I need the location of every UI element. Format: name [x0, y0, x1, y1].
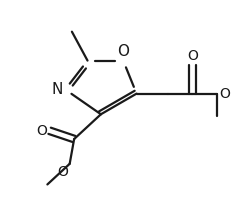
Text: O: O	[37, 124, 47, 138]
Text: N: N	[52, 82, 63, 97]
Text: O: O	[117, 43, 129, 59]
Text: O: O	[187, 49, 198, 63]
Text: O: O	[58, 165, 69, 179]
Text: O: O	[219, 87, 230, 101]
